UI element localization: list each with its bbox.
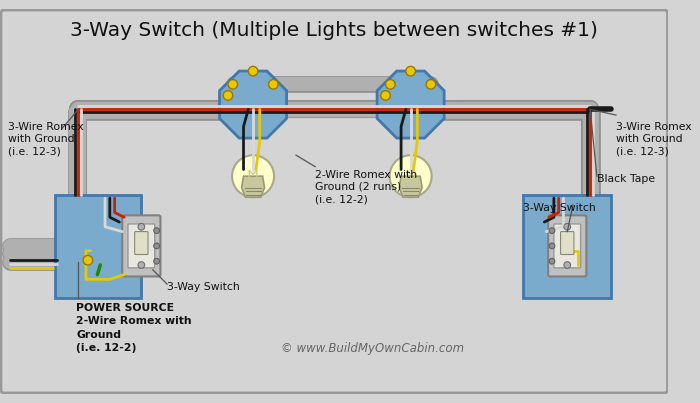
Circle shape (390, 155, 432, 197)
Circle shape (564, 224, 570, 230)
Polygon shape (220, 71, 286, 138)
Polygon shape (241, 176, 265, 197)
Circle shape (232, 155, 274, 197)
Text: Black Tape: Black Tape (597, 174, 655, 184)
Polygon shape (377, 71, 444, 138)
Circle shape (83, 256, 92, 265)
Circle shape (406, 66, 415, 76)
Text: POWER SOURCE
2-Wire Romex with
Ground
(i.e. 12-2): POWER SOURCE 2-Wire Romex with Ground (i… (76, 303, 192, 353)
FancyBboxPatch shape (134, 232, 148, 255)
Circle shape (223, 91, 232, 100)
Text: 3-Way Switch: 3-Way Switch (167, 282, 240, 292)
Circle shape (549, 258, 555, 264)
Circle shape (248, 66, 258, 76)
Circle shape (154, 258, 160, 264)
Circle shape (228, 79, 237, 89)
Text: 2-Wire Romex with
Ground (2 runs)
(i.e. 12-2): 2-Wire Romex with Ground (2 runs) (i.e. … (315, 170, 417, 204)
FancyBboxPatch shape (1, 10, 668, 393)
Text: © www.BuildMyOwnCabin.com: © www.BuildMyOwnCabin.com (281, 342, 464, 355)
FancyBboxPatch shape (554, 224, 580, 268)
Circle shape (426, 79, 435, 89)
FancyBboxPatch shape (128, 224, 155, 268)
Circle shape (138, 262, 145, 268)
FancyBboxPatch shape (55, 195, 141, 299)
FancyBboxPatch shape (122, 215, 160, 276)
Circle shape (381, 91, 391, 100)
Text: 3-Wire Romex
with Ground
(i.e. 12-3): 3-Wire Romex with Ground (i.e. 12-3) (8, 122, 83, 156)
Circle shape (386, 79, 396, 89)
Text: 3-Way Switch: 3-Way Switch (524, 203, 596, 213)
FancyBboxPatch shape (548, 215, 587, 276)
Circle shape (154, 243, 160, 249)
Circle shape (269, 79, 278, 89)
Circle shape (138, 224, 145, 230)
Text: 3-Way Switch (Multiple Lights between switches #1): 3-Way Switch (Multiple Lights between sw… (70, 21, 598, 39)
FancyBboxPatch shape (524, 195, 611, 299)
Circle shape (549, 243, 555, 249)
Polygon shape (399, 176, 422, 197)
Circle shape (154, 228, 160, 233)
FancyBboxPatch shape (561, 232, 574, 255)
Text: 3-Wire Romex
with Ground
(i.e. 12-3): 3-Wire Romex with Ground (i.e. 12-3) (616, 122, 692, 156)
Circle shape (549, 228, 555, 233)
Circle shape (564, 262, 570, 268)
